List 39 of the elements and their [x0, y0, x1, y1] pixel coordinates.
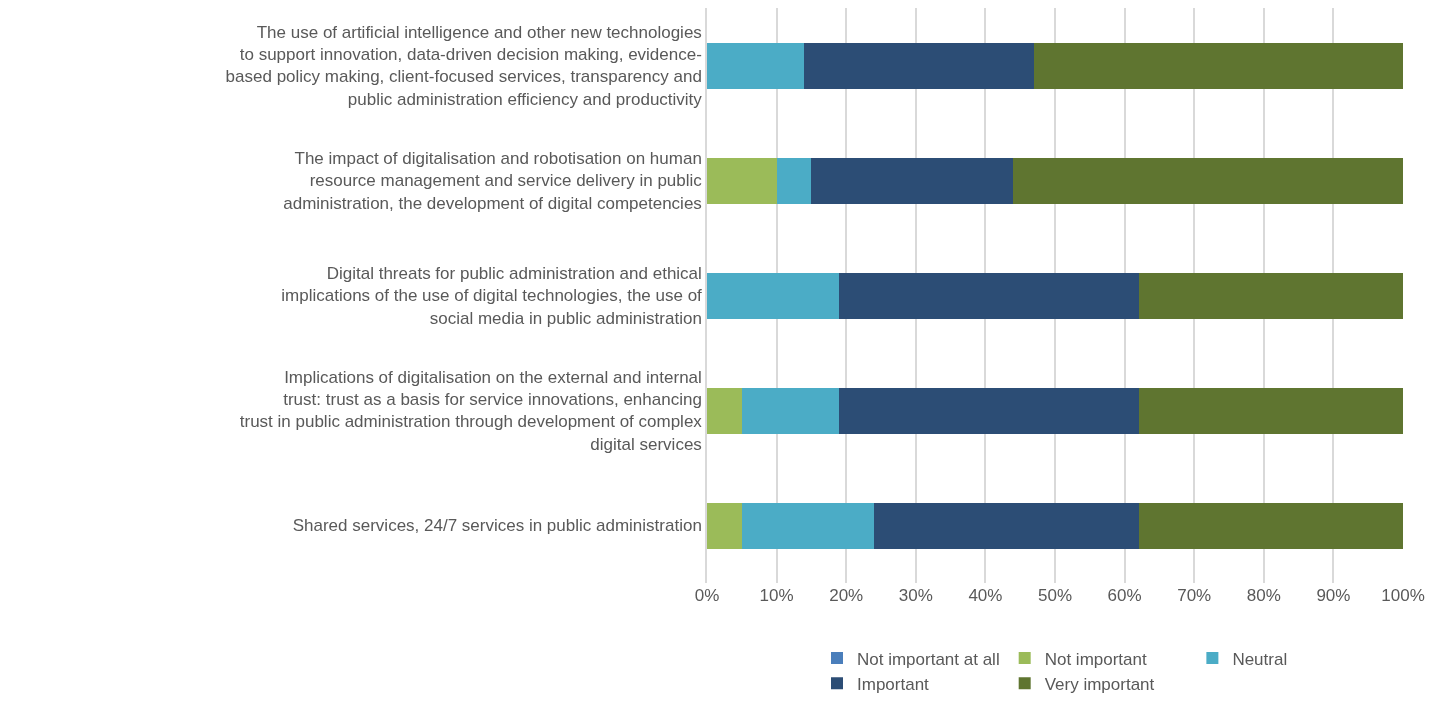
bar — [776, 157, 812, 204]
bar — [811, 157, 1014, 204]
bar — [804, 42, 1035, 89]
x-tick-label: 20% — [829, 586, 864, 605]
bar — [707, 272, 840, 319]
bar — [839, 387, 1139, 434]
bar — [741, 387, 840, 434]
x-tick-label: 90% — [1316, 586, 1351, 605]
x-tick-label: 70% — [1177, 586, 1212, 605]
bar — [874, 502, 1139, 549]
y-tick-label: The impact of digitalisation and robotisation on human resource management and service delivery in public administration, the development of digital competencies — [283, 149, 703, 213]
x-tick-label: 10% — [759, 586, 794, 605]
bar — [707, 157, 777, 204]
bar — [707, 387, 742, 434]
bar — [741, 502, 875, 549]
legend-label: Neutral — [1232, 649, 1288, 669]
bar — [1034, 42, 1403, 89]
x-tick-label: 80% — [1246, 586, 1281, 605]
x-tick-label: 30% — [898, 586, 933, 605]
x-tick-label: 60% — [1107, 586, 1142, 605]
bar — [839, 272, 1139, 319]
y-tick-label: Digital threats for public administration and ethical implications of the use of digital technologies, the use of social media in public administration — [281, 264, 703, 328]
x-tick-label: 50% — [1037, 586, 1073, 605]
legend-label: Not important — [1044, 649, 1148, 669]
x-tick-label: 100% — [1381, 586, 1425, 605]
bar — [707, 42, 805, 89]
bar — [1138, 502, 1403, 549]
legend-label: Not important at all — [857, 649, 1000, 669]
y-tick-label: Implications of digitalisation on the external and internal trust: trust as a basis for service innovations, enhancing trust in public administration through development of complex digital services — [239, 368, 703, 454]
y-tick-label: The use of artificial intelligence and other new technologies to support innovation, data-driven decision making, evidence-based policy making, client-focused services, transparency and public administration efficiency and productivity — [225, 23, 703, 109]
legend-label: Very important — [1044, 674, 1155, 694]
bar — [1138, 387, 1403, 434]
y-tick-label: Shared services, 24/7 services in public administration — [292, 516, 702, 536]
x-tick-label: 40% — [968, 586, 1003, 605]
bar — [1138, 272, 1403, 319]
bar — [1013, 157, 1403, 204]
legend-label: Important — [857, 674, 930, 694]
bar — [707, 502, 742, 549]
x-tick-label: 0% — [694, 586, 720, 605]
